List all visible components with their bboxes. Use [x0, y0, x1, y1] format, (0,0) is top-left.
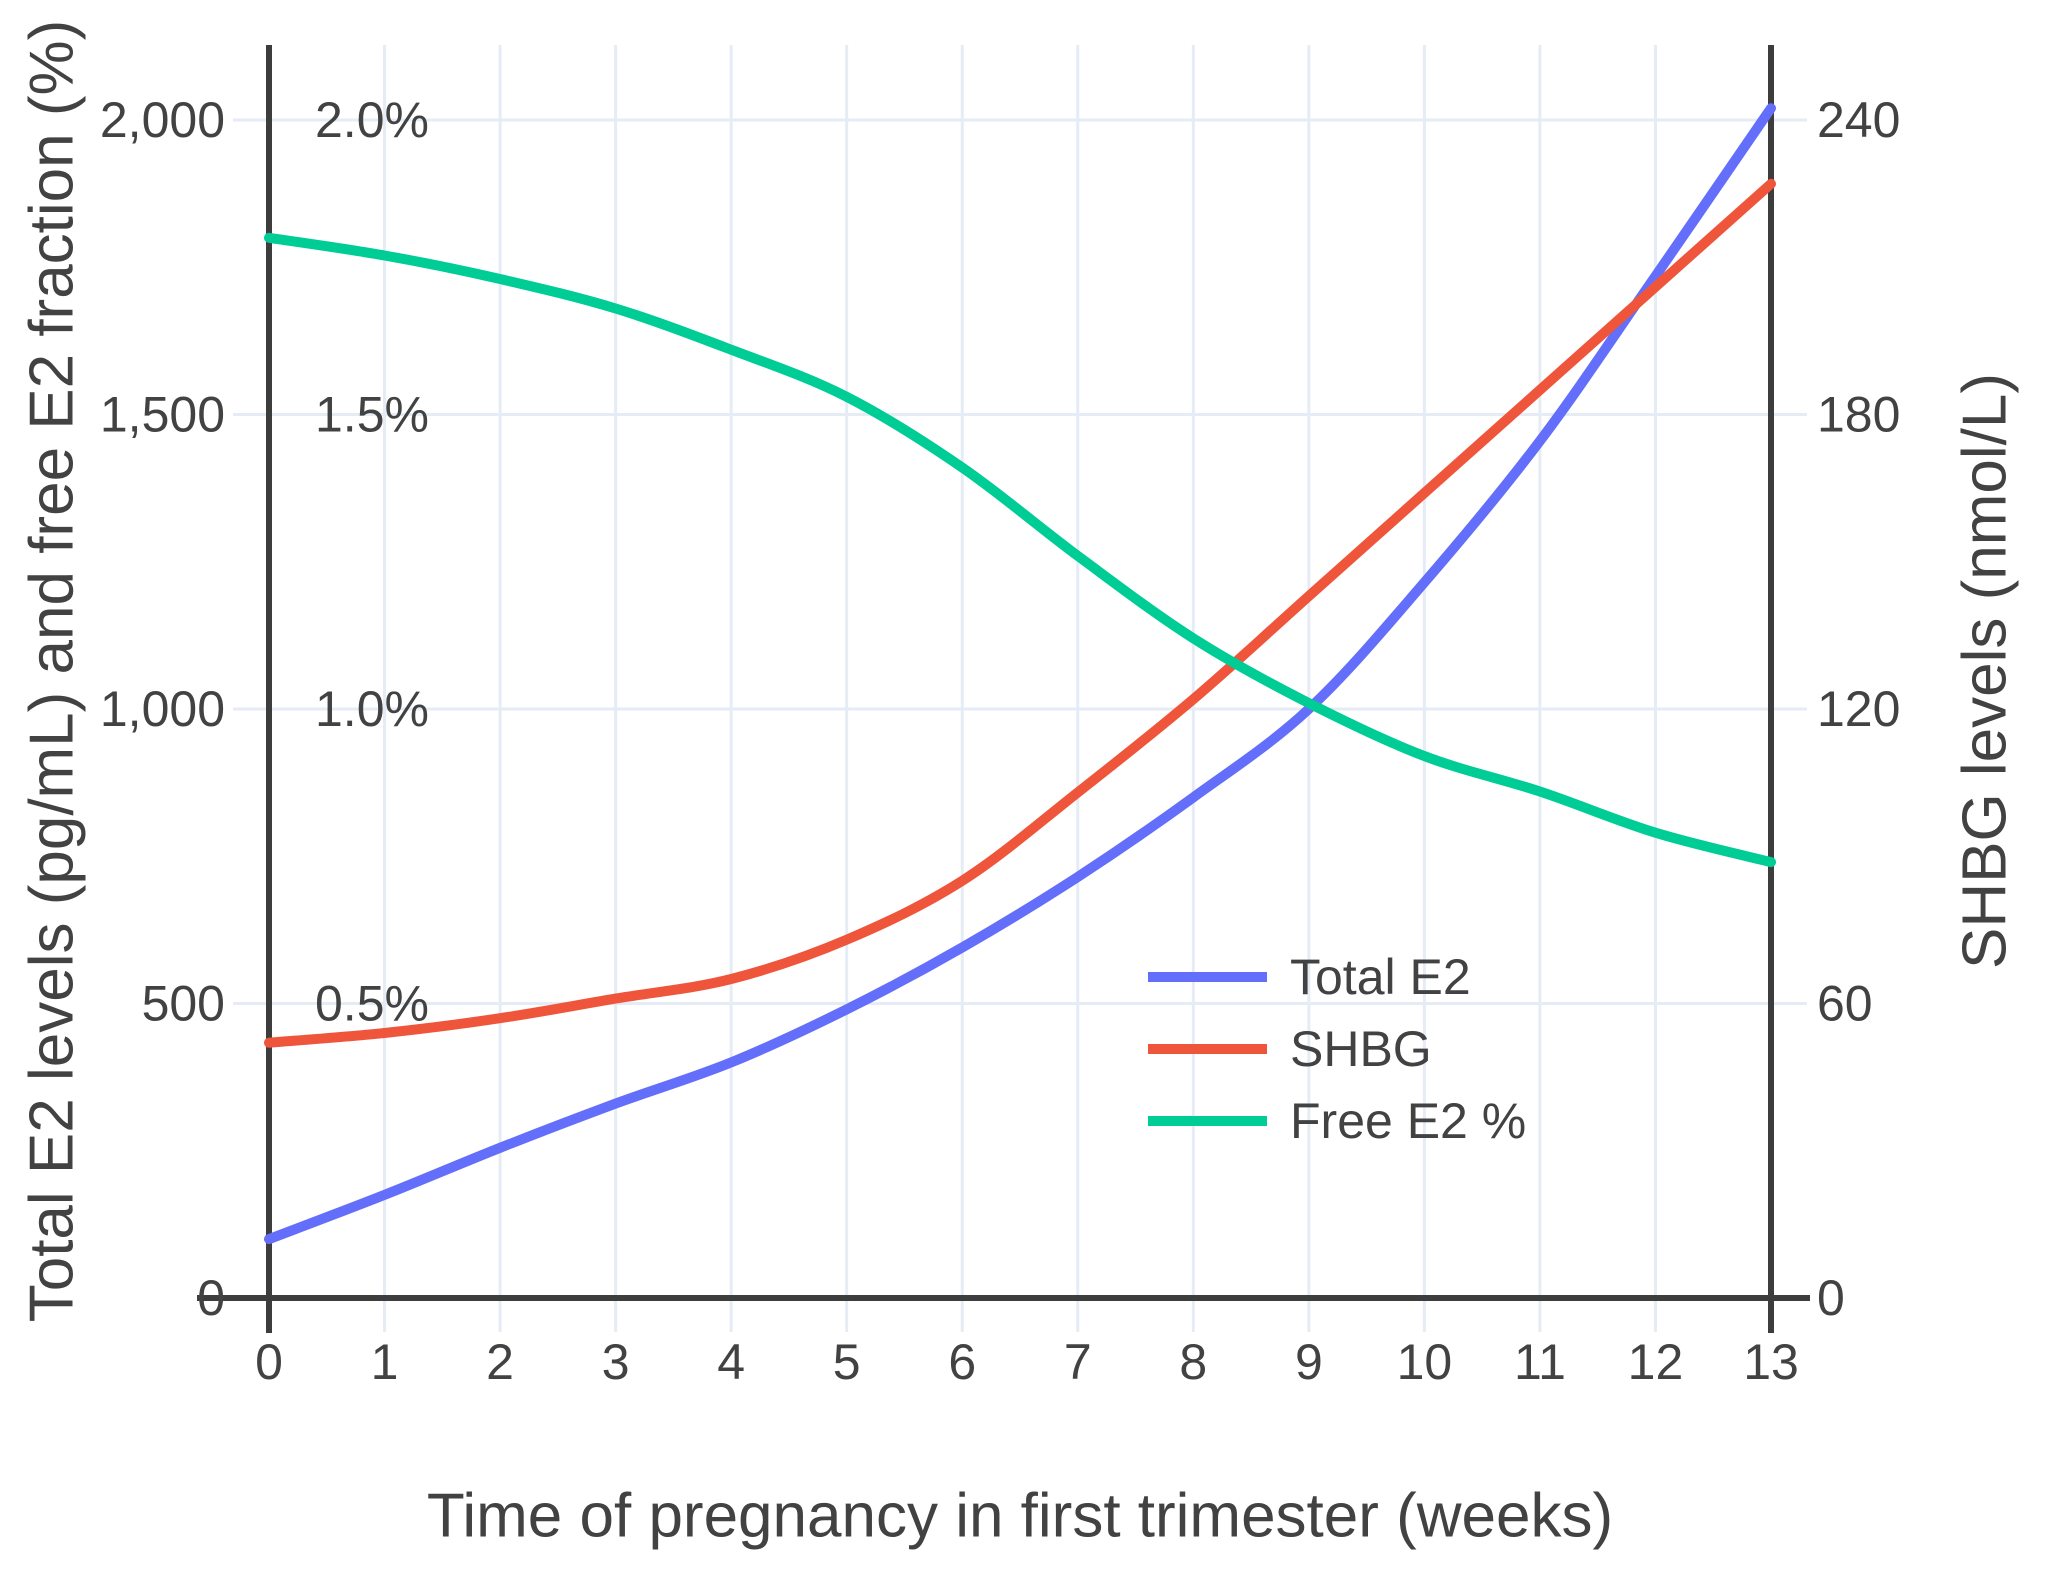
legend-label: Total E2: [1290, 949, 1471, 1005]
x-axis-tick-label: 8: [1179, 1334, 1207, 1390]
right-axis-tick-label: 60: [1817, 976, 1873, 1032]
series-line-free-e2-: [264, 232, 1776, 868]
left-axis-tick-label: 500: [142, 976, 225, 1032]
legend-label: SHBG: [1290, 1021, 1432, 1077]
x-axis-tick-label: 6: [948, 1334, 976, 1390]
gridlines: [233, 45, 1807, 1332]
left-axis-tick-label: 0: [197, 1270, 225, 1326]
legend-item-shbg[interactable]: SHBG: [1148, 1021, 1432, 1077]
x-axis-tick-label: 3: [602, 1334, 630, 1390]
tick-labels: 05001,0001,5002,0000.5%1.0%1.5%2.0%06012…: [100, 92, 1901, 1390]
right-axis-tick-label: 240: [1817, 92, 1900, 148]
x-axis-tick-label: 11: [1514, 1334, 1566, 1390]
right-axis-tick-label: 120: [1817, 681, 1900, 737]
percent-tick-label: 1.0%: [315, 681, 429, 737]
percent-tick-label: 0.5%: [315, 976, 429, 1032]
right-axis-tick-label: 180: [1817, 387, 1900, 443]
left-axis-tick-label: 1,000: [100, 681, 225, 737]
x-axis-tick-label: 12: [1628, 1334, 1684, 1390]
series-line-total-e2: [264, 103, 1776, 1245]
legend-item-total-e2[interactable]: Total E2: [1148, 949, 1471, 1005]
right-axis-tick-label: 0: [1817, 1270, 1845, 1326]
legend-label: Free E2 %: [1290, 1093, 1526, 1149]
x-axis-tick-label: 0: [255, 1334, 283, 1390]
x-axis-tick-label: 10: [1397, 1334, 1453, 1390]
right-y-axis-title: SHBG levels (nmol/L): [1951, 373, 2020, 969]
legend: Total E2 SHBG Free E2 %: [1148, 949, 1526, 1149]
x-axis-title: Time of pregnancy in first trimester (we…: [427, 1482, 1613, 1551]
x-axis-tick-label: 1: [371, 1334, 399, 1390]
left-axis-tick-label: 2,000: [100, 92, 225, 148]
percent-tick-label: 1.5%: [315, 387, 429, 443]
left-axis-tick-label: 1,500: [100, 387, 225, 443]
axes: [197, 45, 1810, 1333]
percent-tick-label: 2.0%: [315, 92, 429, 148]
left-y-axis-title: Total E2 levels (pg/mL) and free E2 frac…: [18, 20, 87, 1323]
x-axis-tick-label: 9: [1295, 1334, 1323, 1390]
x-axis-tick-label: 5: [833, 1334, 861, 1390]
series-line-shbg: [264, 178, 1776, 1048]
x-axis-tick-label: 4: [717, 1334, 745, 1390]
x-axis-tick-label: 2: [486, 1334, 514, 1390]
x-axis-tick-label: 13: [1743, 1334, 1799, 1390]
data-curves: [264, 103, 1776, 1245]
legend-item-free-e2-[interactable]: Free E2 %: [1148, 1093, 1526, 1149]
x-axis-tick-label: 7: [1064, 1334, 1092, 1390]
